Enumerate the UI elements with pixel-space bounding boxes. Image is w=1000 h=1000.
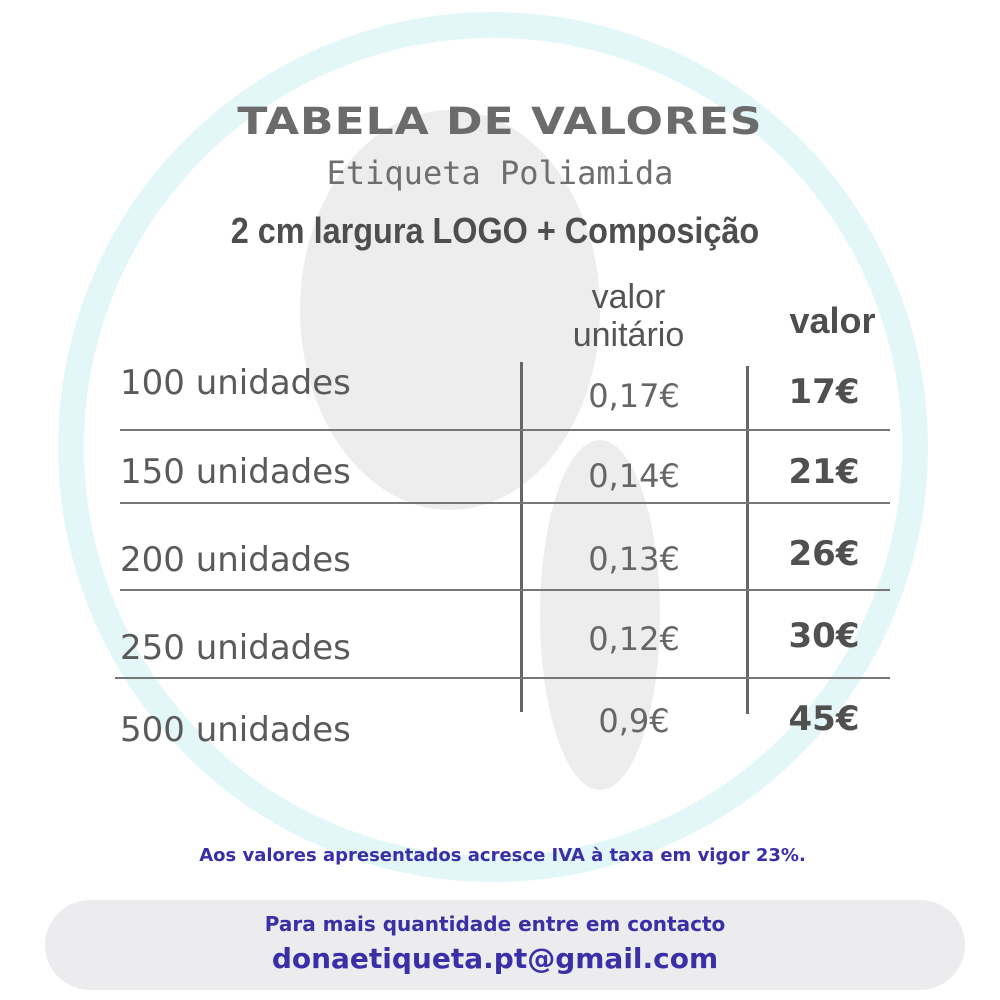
row-total: 26€ — [788, 534, 860, 574]
row-divider — [120, 429, 890, 431]
row-divider — [115, 677, 890, 679]
row-qty: 500 unidades — [120, 710, 351, 750]
row-total: 45€ — [788, 699, 860, 739]
row-qty: 200 unidades — [120, 540, 351, 580]
row-divider — [120, 589, 890, 591]
row-divider — [120, 502, 890, 504]
row-total: 30€ — [788, 616, 860, 656]
row-qty: 250 unidades — [120, 628, 351, 668]
spec-heading: 2 cm largura LOGO + Composição — [230, 210, 760, 251]
row-qty: 100 unidades — [120, 363, 351, 403]
header-unit-line1: valor — [591, 278, 666, 316]
row-qty: 150 unidades — [120, 452, 351, 492]
contact-text: Para mais quantidade entre em contacto — [264, 912, 726, 936]
header-unit-price: valor unitário — [521, 278, 736, 354]
contact-email[interactable]: donaetiqueta.pt@gmail.com — [271, 942, 719, 975]
row-unit-price: 0,13€ — [588, 540, 680, 578]
header-unit-line2: unitário — [572, 316, 685, 354]
subtitle: Etiqueta Poliamida — [326, 154, 674, 192]
row-total: 17€ — [788, 372, 860, 412]
contact-banner — [45, 900, 965, 990]
header-total: valor — [789, 300, 876, 341]
watermark-logo-head — [300, 110, 600, 510]
row-unit-price: 0,12€ — [588, 620, 680, 658]
column-divider — [746, 366, 749, 714]
row-total: 21€ — [788, 452, 860, 492]
column-divider — [520, 362, 523, 712]
row-unit-price: 0,9€ — [598, 702, 670, 740]
row-unit-price: 0,17€ — [588, 377, 680, 415]
page-title: TABELA DE VALORES — [237, 99, 763, 144]
row-unit-price: 0,14€ — [588, 457, 680, 495]
vat-note: Aos valores apresentados acresce IVA à t… — [199, 845, 806, 866]
watermark-logo-hair — [540, 440, 660, 790]
